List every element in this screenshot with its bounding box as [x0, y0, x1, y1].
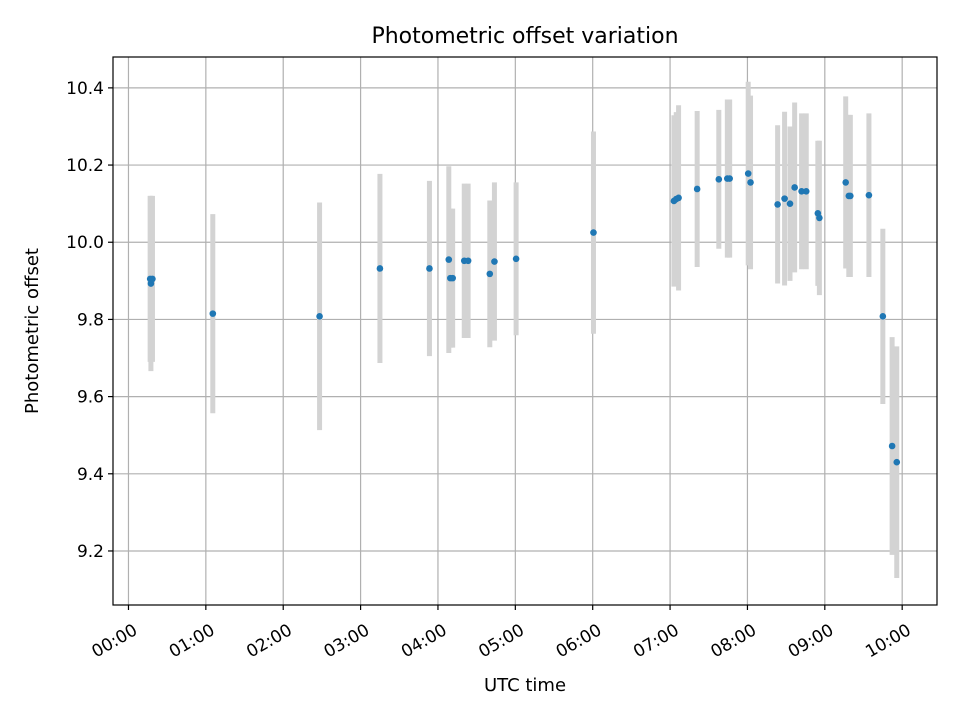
data-point [816, 214, 823, 222]
data-point [675, 194, 682, 202]
data-point [747, 179, 754, 186]
y-tick-label: 9.4 [77, 465, 104, 485]
data-point [449, 274, 456, 282]
data-point [512, 255, 520, 263]
data-point [376, 265, 384, 272]
x-tick-label: 08:00 [708, 620, 760, 662]
data-point [715, 176, 723, 183]
data-point [590, 229, 597, 236]
y-tick-label: 10.4 [66, 79, 104, 99]
grid-layer [113, 57, 937, 605]
x-tick-label: 09:00 [785, 620, 837, 662]
y-tick-label: 10.0 [66, 233, 104, 253]
x-tick-label: 02:00 [243, 620, 295, 662]
x-tick-label: 00:00 [89, 620, 141, 662]
x-axis-label: UTC time [484, 675, 566, 696]
points-layer [146, 170, 901, 466]
x-tick-label: 03:00 [321, 620, 373, 662]
data-point [893, 458, 901, 466]
data-point [486, 270, 494, 278]
data-point [774, 201, 781, 208]
data-point [693, 185, 701, 193]
y-tick-label: 10.2 [66, 156, 104, 176]
y-tick-label: 9.2 [77, 542, 104, 562]
plot-frame [112, 56, 938, 606]
data-point [726, 175, 733, 182]
errorbar-layer [147, 81, 900, 578]
y-tick-label: 9.6 [77, 388, 104, 408]
data-point [802, 187, 810, 195]
data-point [865, 191, 873, 199]
data-point [744, 170, 752, 177]
data-point [445, 256, 453, 263]
data-point [791, 184, 798, 191]
data-point [786, 200, 794, 207]
x-tick-label: 05:00 [475, 620, 527, 662]
y-tick-label: 9.8 [77, 310, 104, 330]
y-axis-label: Photometric offset [22, 248, 43, 414]
data-point [149, 275, 156, 283]
tick-layer: 00:00 01:00 02:00 03:00 04:00 05:00 06:00 07:00… [66, 79, 915, 662]
data-point [781, 195, 788, 202]
x-tick-label: 04:00 [398, 620, 450, 662]
x-tick-label: 01:00 [166, 620, 218, 662]
data-point [464, 257, 472, 265]
x-tick-label: 07:00 [630, 620, 682, 662]
data-point [888, 442, 896, 450]
data-point [209, 310, 217, 317]
data-point [798, 187, 805, 195]
data-point [316, 313, 323, 320]
data-point [491, 258, 498, 265]
x-tick-label: 06:00 [553, 620, 605, 662]
data-point [426, 265, 433, 272]
x-tick-label: 10:00 [862, 620, 914, 662]
data-point [847, 192, 854, 200]
data-point [879, 313, 887, 320]
chart-title: Photometric offset variation [371, 24, 678, 49]
data-point [842, 179, 850, 186]
